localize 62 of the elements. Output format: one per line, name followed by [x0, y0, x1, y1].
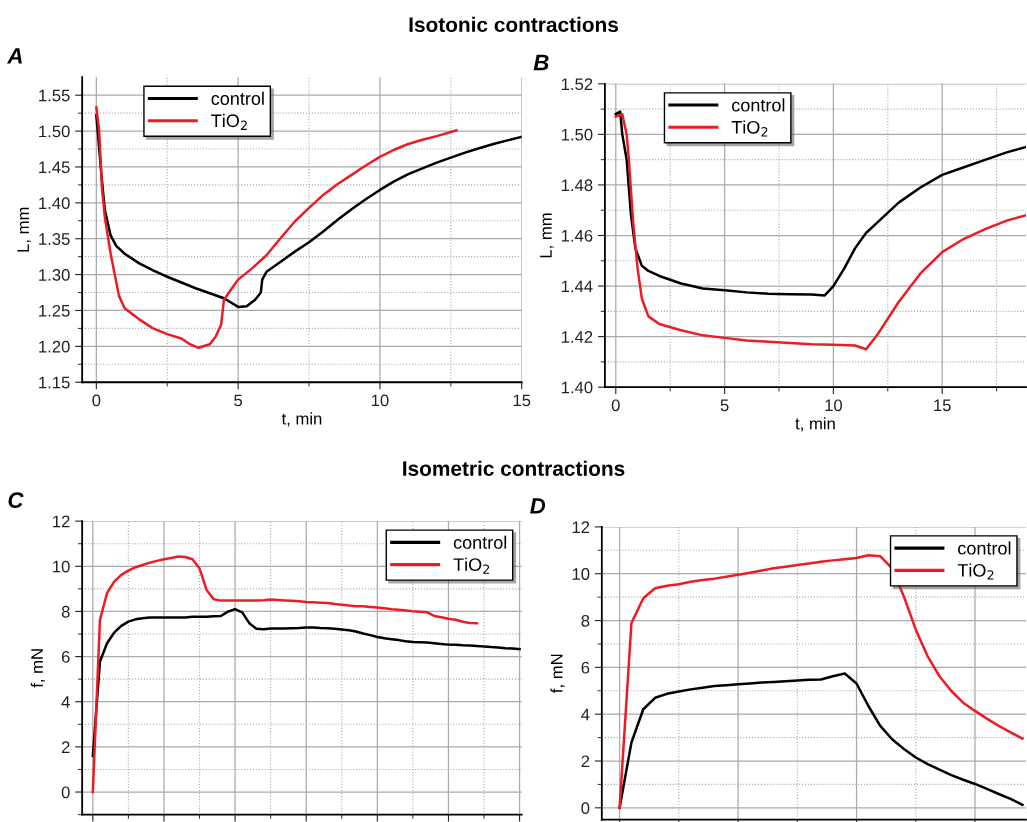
x-tick-label: 0	[611, 399, 620, 412]
y-tick-label: 1.25	[39, 304, 70, 317]
y-axis-title: f, mN	[550, 654, 565, 693]
x-tick-label: 15	[513, 394, 531, 407]
y-tick-label: 8	[61, 605, 70, 618]
x-axis-title: t, min	[281, 412, 322, 427]
y-tick-label: 6	[61, 650, 70, 663]
chart-title: D	[530, 498, 546, 514]
y-tick-label: 1.50	[561, 128, 593, 141]
x-tick-label: 10	[371, 394, 389, 407]
y-tick-label: 1.46	[561, 229, 593, 242]
y-tick-label: 10	[572, 568, 590, 580]
y-tick-label: 2	[61, 741, 70, 753]
y-tick-label: 1.35	[39, 233, 70, 245]
y-tick-label: 1.30	[39, 269, 70, 281]
legend-label: control	[732, 98, 785, 112]
y-tick-label: 1.20	[39, 340, 70, 353]
y-tick-label: 1.45	[39, 161, 70, 174]
x-tick-label: 15	[934, 399, 951, 412]
y-tick-label: 12	[53, 515, 70, 528]
line-series	[614, 112, 1026, 351]
y-tick-label: 1.42	[561, 331, 593, 343]
line-series	[618, 553, 1024, 810]
y-axis-title: L, mm	[17, 207, 32, 252]
legend-label: control	[453, 535, 507, 549]
y-tick-label: 1.15	[39, 376, 70, 389]
x-tick-label: 10	[825, 399, 843, 412]
y-tick-label: 1.40	[561, 381, 593, 394]
x-tick-label: 5	[720, 399, 729, 412]
y-tick-label: 4	[581, 708, 590, 721]
y-tick-label: 10	[53, 560, 70, 573]
y-tick-label: 1.44	[561, 280, 593, 293]
legend-label: TiO$_{2}$	[453, 557, 490, 574]
y-tick-label: 1.55	[39, 89, 70, 102]
legend-label: control	[958, 541, 1011, 555]
x-axis-title: t, min	[795, 417, 835, 432]
chart-title: B	[533, 54, 549, 71]
y-tick-label: 6	[581, 661, 590, 674]
legend-label: TiO$_{2}$	[957, 563, 994, 580]
y-tick-label: 1.40	[39, 197, 70, 210]
legend-label: TiO$_{2}$	[731, 120, 768, 137]
y-tick-label: 4	[61, 696, 70, 708]
text: Isotonic contractions	[409, 16, 618, 33]
y-tick-label: 0	[61, 786, 70, 799]
y-tick-label: 0	[581, 802, 590, 815]
y-tick-label: 1.50	[39, 125, 70, 138]
legend-label: TiO$_{2}$	[211, 113, 247, 130]
line-series	[614, 110, 1026, 297]
y-tick-label: 8	[581, 614, 590, 627]
legend-label: control	[211, 91, 264, 105]
chart-title: A	[6, 48, 22, 64]
chart-title: C	[8, 492, 24, 508]
text: Isometric contractions	[403, 460, 625, 476]
line-series	[95, 106, 458, 350]
y-axis-title: L, mm	[540, 213, 554, 258]
y-tick-label: 12	[572, 521, 590, 533]
y-axis-title: f, mN	[30, 649, 45, 688]
y-tick-label: 1.48	[561, 179, 593, 192]
x-tick-label: 5	[234, 394, 243, 407]
y-tick-label: 1.52	[561, 78, 593, 91]
y-tick-label: 2	[581, 755, 590, 768]
x-tick-label: 0	[92, 394, 101, 407]
